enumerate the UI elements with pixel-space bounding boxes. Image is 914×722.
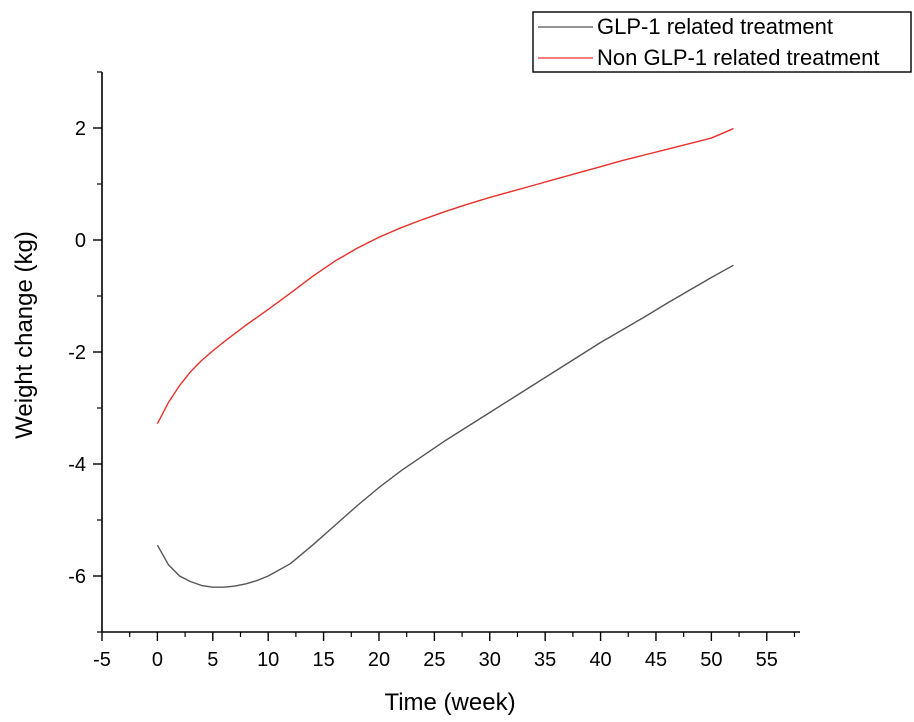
series-line-glp1 [156, 264, 734, 588]
x-tick-label: 50 [700, 649, 722, 671]
x-tick-label: 10 [257, 649, 279, 671]
legend-label-non-glp1: Non GLP-1 related treatment [597, 45, 879, 70]
legend-label-glp1: GLP-1 related treatment [597, 14, 833, 39]
y-tick-label: 2 [75, 118, 86, 140]
x-axis-label: Time (week) [384, 689, 515, 716]
x-tick-label: 25 [423, 649, 445, 671]
series-lines [156, 127, 734, 588]
y-tick-label: -4 [68, 454, 86, 476]
x-tick-label: 40 [589, 649, 611, 671]
x-tick-label: 0 [152, 649, 163, 671]
y-tick-label: -6 [68, 566, 86, 588]
x-tick-label: 15 [312, 649, 334, 671]
x-tick-label: 30 [479, 649, 501, 671]
y-axis-label: Weight change (kg) [11, 231, 38, 439]
axes: -5 0 5 10 15 20 25 30 35 40 45 50 55 -6 -4 -2 0 2 [68, 71, 800, 671]
x-tick-label: 55 [756, 649, 778, 671]
x-tick-label: 20 [368, 649, 390, 671]
x-tick-label: 35 [534, 649, 556, 671]
x-tick-label: 45 [645, 649, 667, 671]
y-tick-label: 0 [75, 230, 86, 252]
series-line-non-glp1 [156, 127, 734, 425]
x-tick-label: 5 [207, 649, 218, 671]
legend: GLP-1 related treatment Non GLP-1 relate… [532, 11, 912, 73]
legend-box [532, 11, 912, 73]
y-tick-label: -2 [68, 342, 86, 364]
x-tick-label: -5 [93, 649, 111, 671]
